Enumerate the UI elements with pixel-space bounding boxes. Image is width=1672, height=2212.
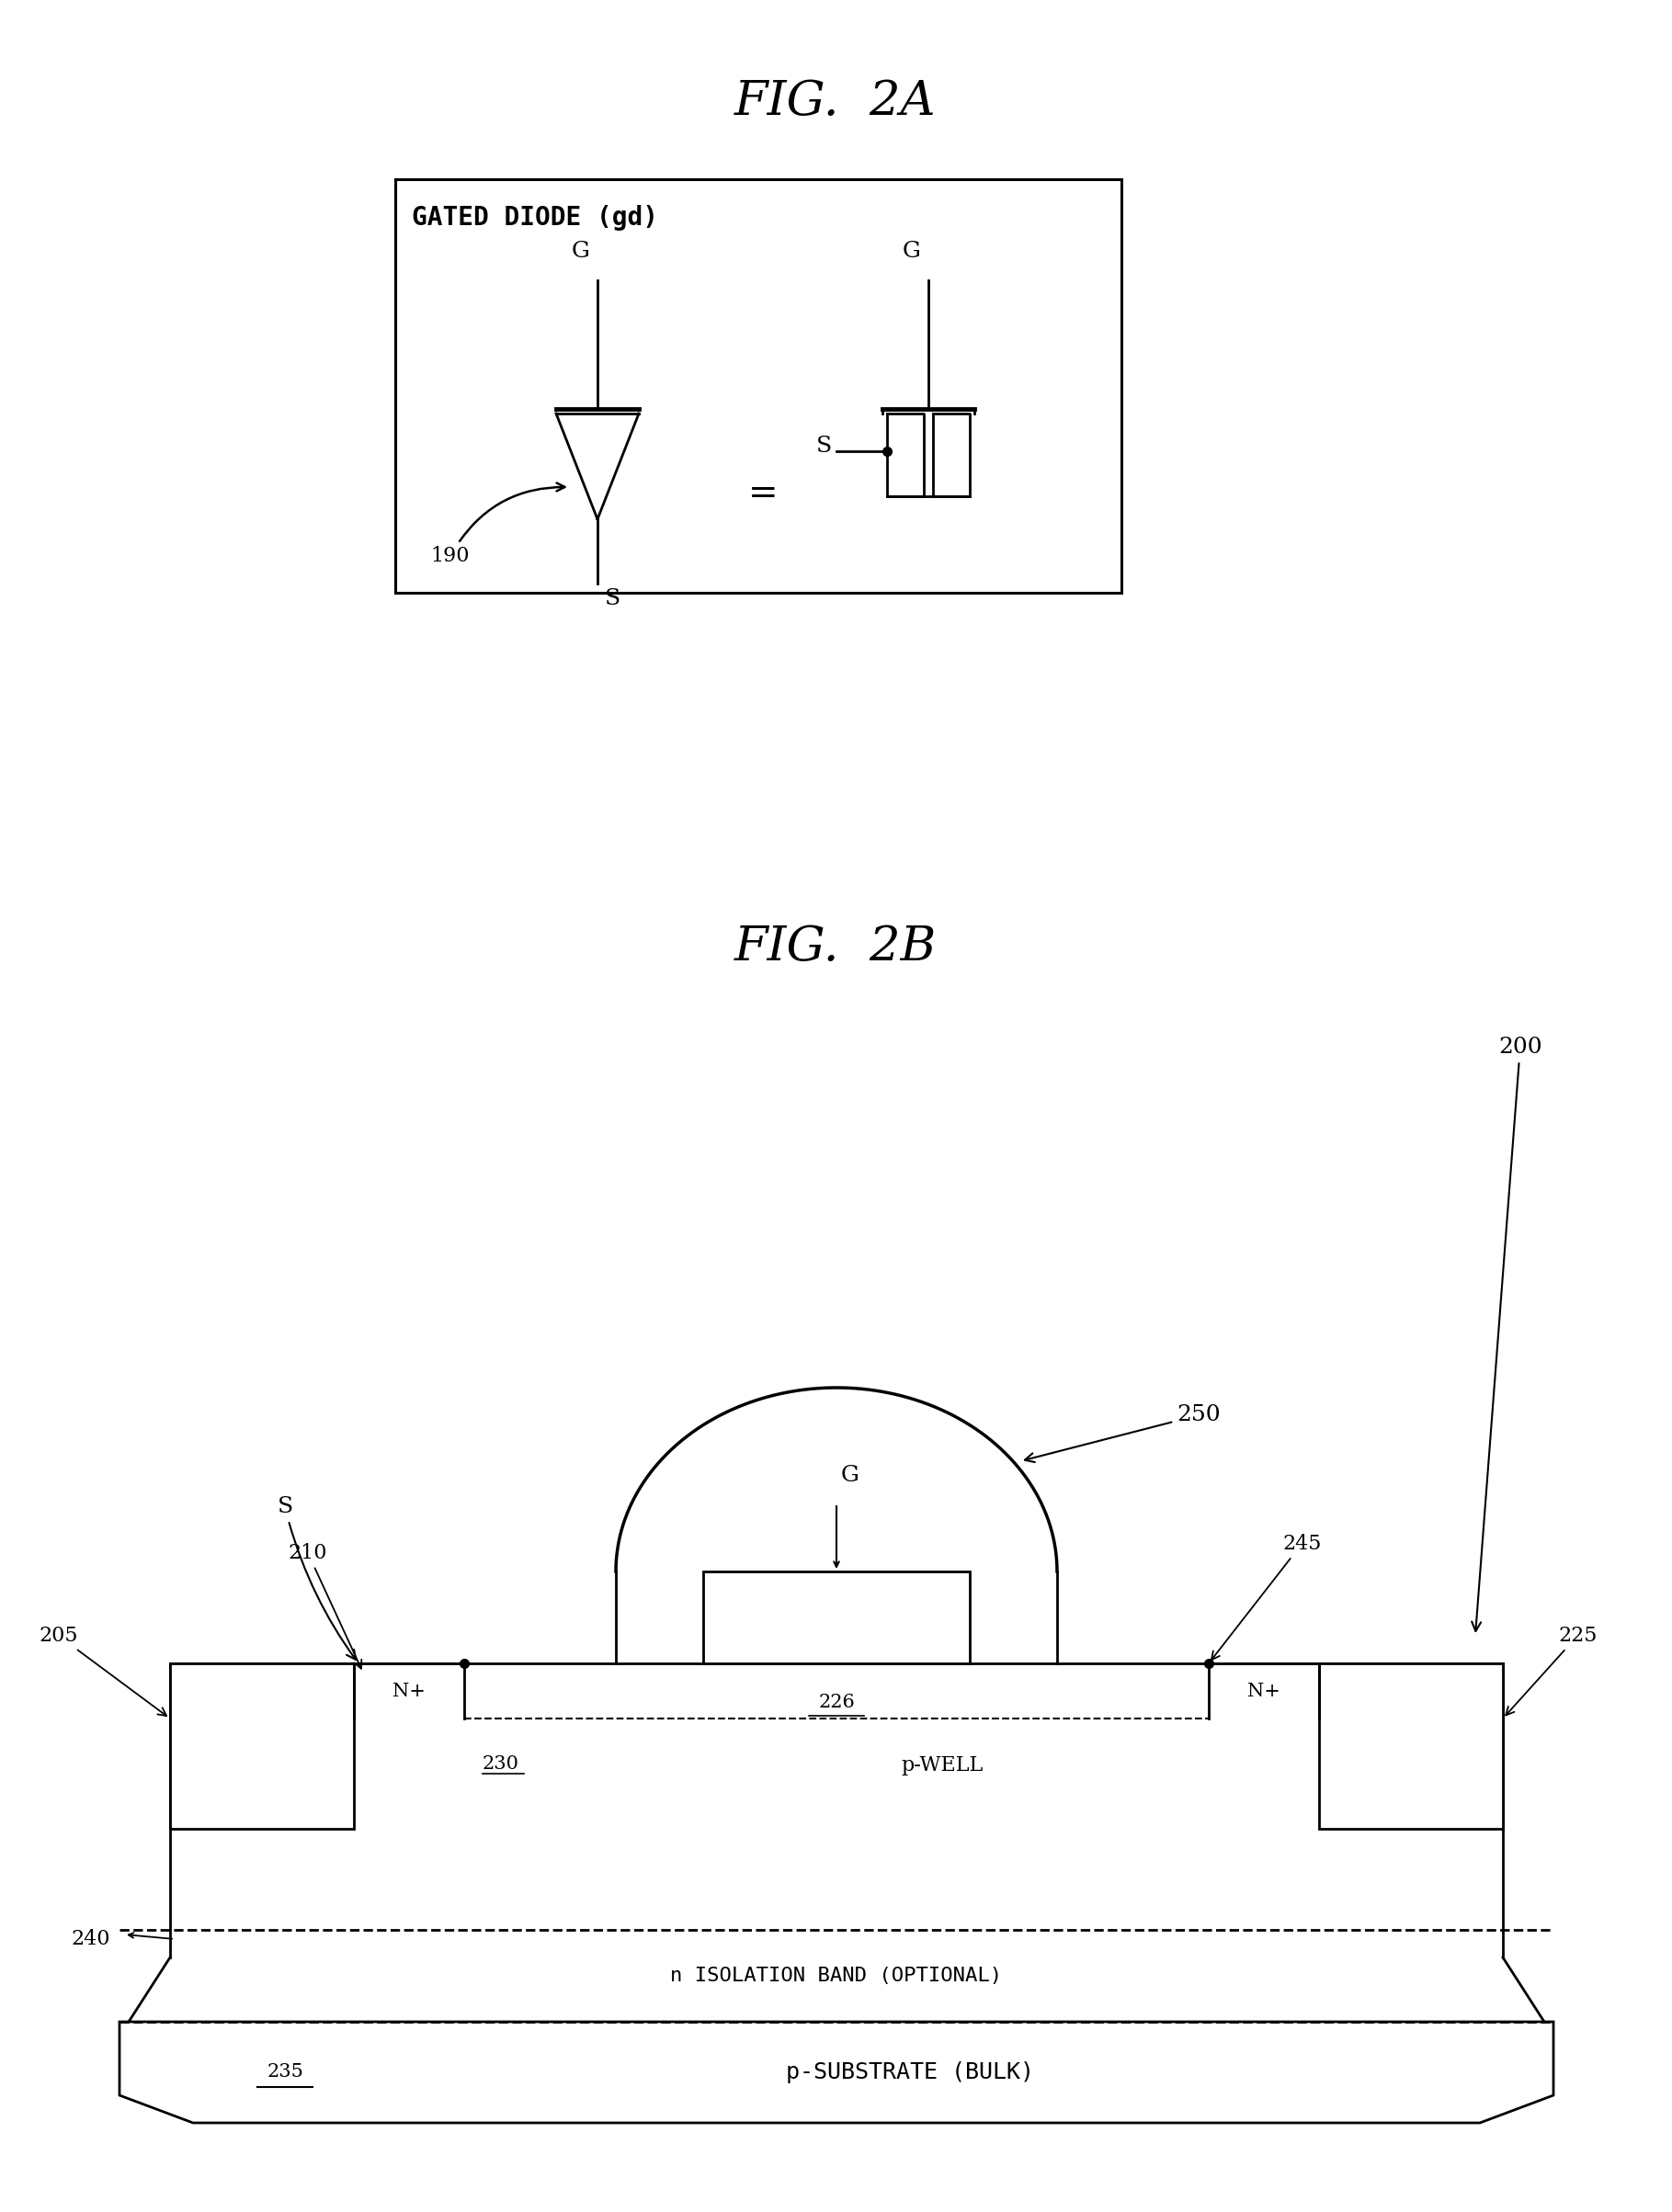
Bar <box>395 179 1122 593</box>
Text: FIG.  2B: FIG. 2B <box>734 922 936 971</box>
Text: n ISOLATION BAND (OPTIONAL): n ISOLATION BAND (OPTIONAL) <box>670 1966 1003 1984</box>
Bar <box>704 1571 970 1663</box>
Text: 220: 220 <box>1328 1756 1364 1772</box>
Text: 250: 250 <box>1025 1405 1221 1462</box>
Text: p-SUBSTRATE (BULK): p-SUBSTRATE (BULK) <box>786 2062 1033 2084</box>
Text: G: G <box>572 241 590 261</box>
Text: N+: N+ <box>393 1681 426 1699</box>
Text: FIG.  2A: FIG. 2A <box>734 77 936 124</box>
Text: 200: 200 <box>1471 1037 1542 1630</box>
Text: 240: 240 <box>72 1929 110 1949</box>
Text: 205: 205 <box>38 1626 167 1717</box>
Text: N+ PC: N+ PC <box>781 1606 856 1628</box>
Text: G: G <box>841 1464 859 1486</box>
Text: 230: 230 <box>483 1756 520 1772</box>
Text: 226: 226 <box>818 1694 854 1712</box>
Text: S: S <box>816 436 833 456</box>
Bar <box>171 1663 354 1829</box>
Text: 235: 235 <box>266 2064 303 2081</box>
Text: S: S <box>278 1498 356 1659</box>
Text: 245: 245 <box>1212 1533 1321 1659</box>
Bar <box>1319 1663 1503 1829</box>
Text: G: G <box>903 241 921 261</box>
Text: 215: 215 <box>879 1606 921 1628</box>
Text: STI: STI <box>1389 1734 1433 1759</box>
Text: STI: STI <box>239 1734 284 1759</box>
Text: GATED DIODE (gd): GATED DIODE (gd) <box>411 206 659 230</box>
Text: 190: 190 <box>431 482 565 566</box>
Text: 210: 210 <box>288 1544 361 1668</box>
Text: 225: 225 <box>1506 1626 1597 1714</box>
Text: N+: N+ <box>1247 1681 1281 1699</box>
Text: p-WELL: p-WELL <box>901 1756 983 1776</box>
Polygon shape <box>119 2022 1553 2124</box>
Text: S: S <box>605 588 620 608</box>
Text: =: = <box>747 478 777 511</box>
